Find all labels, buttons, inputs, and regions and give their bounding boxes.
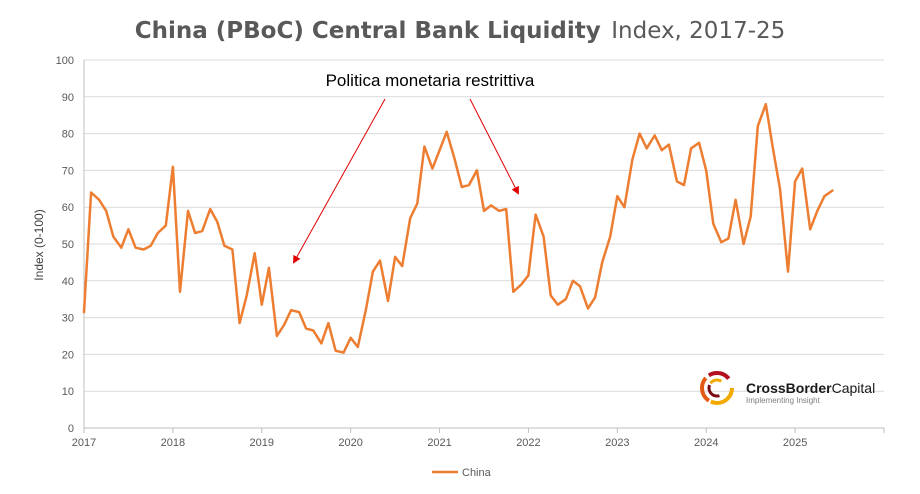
series-line-china	[82, 102, 834, 354]
y-axis-ticks: 0 10 20 30 40 50 60 70 80 90 100	[56, 55, 74, 435]
y-tick-label-30: 30	[62, 313, 74, 325]
y-tick-label-80: 80	[62, 129, 74, 141]
logo-name: CrossBorderCapital	[746, 380, 875, 396]
x-tick-label-2021: 2021	[427, 437, 451, 449]
y-tick-label-50: 50	[62, 239, 74, 251]
series-group	[82, 102, 834, 354]
y-axis-label: Index (0-100)	[32, 209, 46, 280]
logo-tagline: Implementing Insight	[746, 396, 821, 405]
y-tick-label-0: 0	[68, 423, 74, 435]
legend: China	[432, 467, 492, 479]
y-tick-label-10: 10	[62, 386, 74, 398]
x-tick-label-2017: 2017	[72, 437, 96, 449]
annotation-arrow-left	[293, 98, 386, 264]
logo-name-part1: CrossBorder	[746, 380, 832, 396]
x-tick-label-2025: 2025	[783, 437, 807, 449]
x-tick-label-2018: 2018	[161, 437, 185, 449]
y-tick-label-40: 40	[62, 276, 74, 288]
x-tick-label-2024: 2024	[694, 437, 718, 449]
y-tick-label-20: 20	[62, 349, 74, 361]
logo-name-part2: Capital	[832, 380, 876, 396]
crossborder-logo: CrossBorderCapital Implementing Insight	[700, 371, 875, 405]
logo-swirl-icon	[700, 371, 734, 405]
x-tick-label-2023: 2023	[605, 437, 629, 449]
x-axis-ticks: 2017 2018 2019 2020 2021 2022 2023 2024 2025	[72, 428, 885, 449]
chart-title: China (PBoC) Central Bank Liquidity Inde…	[135, 18, 786, 44]
y-tick-label-70: 70	[62, 165, 74, 177]
annotation-text: Politica monetaria restrittiva	[326, 71, 535, 90]
x-tick-label-2020: 2020	[338, 437, 362, 449]
y-tick-label-60: 60	[62, 202, 74, 214]
gridlines	[83, 59, 884, 429]
y-tick-label-90: 90	[62, 92, 74, 104]
y-tick-label-100: 100	[56, 55, 74, 67]
x-tick-label-2019: 2019	[250, 437, 274, 449]
x-tick-label-2022: 2022	[516, 437, 540, 449]
legend-label-china: China	[462, 467, 492, 479]
annotation-arrow-right	[469, 98, 519, 195]
chart-title-rest: Index, 2017-25	[611, 18, 785, 44]
chart-title-bold: China (PBoC) Central Bank Liquidity	[135, 18, 601, 44]
